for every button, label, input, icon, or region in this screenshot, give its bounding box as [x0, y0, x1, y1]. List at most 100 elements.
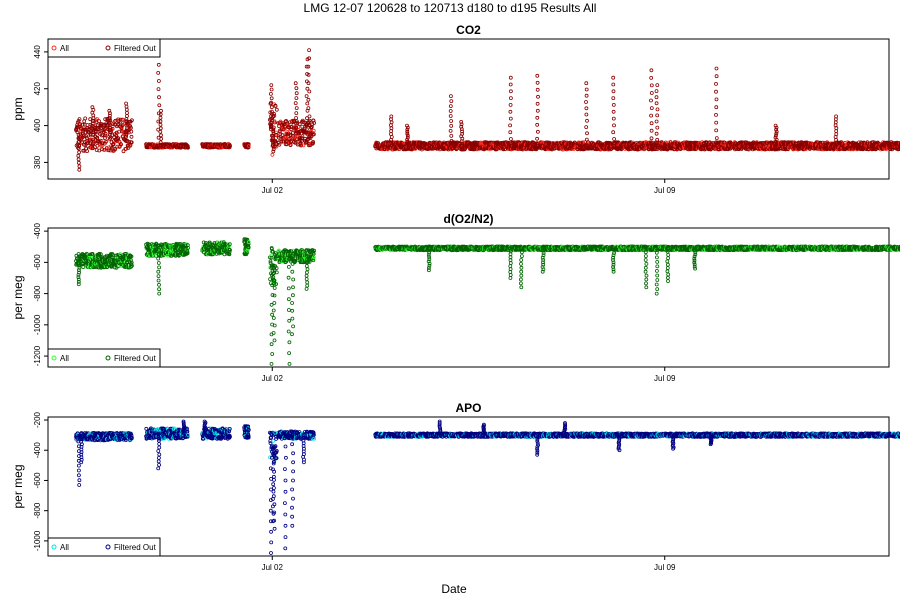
- point-filtered: [536, 74, 539, 77]
- point-filtered: [585, 101, 588, 104]
- point-filtered: [287, 265, 290, 268]
- point-filtered: [270, 106, 273, 109]
- point-filtered: [271, 313, 274, 316]
- point-filtered: [306, 102, 309, 105]
- point-filtered: [273, 302, 276, 305]
- point-filtered: [288, 341, 291, 344]
- point-filtered: [291, 270, 294, 273]
- point-filtered: [612, 110, 615, 113]
- point-filtered: [295, 92, 298, 95]
- point-filtered: [715, 137, 718, 140]
- point-filtered: [288, 352, 291, 355]
- point-filtered: [288, 362, 291, 365]
- point-filtered: [612, 97, 615, 100]
- point-filtered: [536, 102, 539, 105]
- x-tick-label: Jul 09: [654, 186, 676, 195]
- point-filtered: [159, 123, 162, 126]
- point-filtered: [612, 131, 615, 134]
- point-filtered: [308, 90, 311, 93]
- point-filtered: [715, 121, 718, 124]
- point-filtered: [655, 120, 658, 123]
- point-filtered: [650, 92, 653, 95]
- point-filtered: [509, 83, 512, 86]
- point-filtered: [159, 130, 162, 133]
- point-filtered: [273, 294, 276, 297]
- point-filtered: [835, 133, 838, 136]
- point-filtered: [715, 90, 718, 93]
- panel-title: d(O2/N2): [443, 212, 493, 226]
- point-filtered: [305, 287, 308, 290]
- point-filtered: [536, 123, 539, 126]
- y-tick-label: -1200: [33, 345, 42, 366]
- point-filtered: [612, 103, 615, 106]
- point-filtered: [291, 309, 294, 312]
- point-filtered: [450, 124, 453, 127]
- y-tick-label: -400: [33, 223, 42, 240]
- point-filtered: [288, 319, 291, 322]
- point-filtered: [157, 262, 160, 265]
- point-filtered: [612, 90, 615, 93]
- point-filtered: [308, 115, 311, 118]
- point-filtered: [295, 117, 298, 120]
- point-filtered: [586, 132, 589, 135]
- point-filtered: [536, 88, 539, 91]
- plot-frame: [48, 39, 889, 179]
- point-filtered: [656, 84, 659, 87]
- point-filtered: [509, 76, 512, 79]
- point-filtered: [125, 108, 128, 111]
- point-filtered: [585, 107, 588, 110]
- point-filtered: [715, 67, 718, 70]
- point-filtered: [292, 286, 295, 289]
- point-filtered: [613, 138, 616, 141]
- point-filtered: [612, 83, 615, 86]
- point-filtered: [159, 116, 162, 119]
- point-filtered: [650, 129, 653, 132]
- point-filtered: [612, 117, 615, 120]
- point-all: [271, 153, 274, 156]
- point-filtered: [650, 137, 653, 140]
- point-filtered: [509, 110, 512, 113]
- point-filtered: [585, 113, 588, 116]
- point-filtered: [656, 114, 659, 117]
- point-filtered: [715, 113, 718, 116]
- point-filtered: [287, 298, 290, 301]
- point-filtered: [449, 105, 452, 108]
- point-filtered: [585, 82, 588, 85]
- point-filtered: [650, 99, 653, 102]
- point-filtered: [159, 127, 162, 130]
- point-filtered: [160, 109, 163, 112]
- point-filtered: [125, 118, 128, 121]
- y-tick-label: 400: [33, 118, 42, 132]
- panel-title: CO2: [456, 23, 481, 37]
- point-filtered: [269, 92, 272, 95]
- point-filtered: [306, 268, 309, 271]
- point-filtered: [271, 353, 274, 356]
- point-filtered: [295, 87, 298, 90]
- point-filtered: [715, 129, 718, 132]
- point-filtered: [157, 63, 160, 66]
- point-filtered: [612, 76, 615, 79]
- point-filtered: [126, 115, 129, 118]
- point-filtered: [84, 117, 87, 120]
- point-filtered: [715, 98, 718, 101]
- y-tick-label: 440: [33, 45, 42, 59]
- legend-label: All: [60, 44, 69, 53]
- point-filtered: [77, 154, 80, 157]
- point-filtered: [77, 158, 80, 161]
- point-filtered: [390, 133, 393, 136]
- y-tick-label: -600: [33, 254, 42, 271]
- y-tick-label: -1000: [33, 314, 42, 335]
- panel-1: d(O2/N2)per meg-400-600-800-1000-1200Jul…: [11, 212, 900, 383]
- point-filtered: [157, 88, 160, 91]
- point-filtered: [308, 49, 311, 52]
- point-filtered: [536, 130, 539, 133]
- point-filtered: [650, 114, 653, 117]
- point-filtered: [450, 120, 453, 123]
- point-filtered: [273, 339, 276, 342]
- x-tick-label: Jul 02: [262, 374, 284, 383]
- figure-title: LMG 12-07 120628 to 120713 d180 to d195 …: [304, 1, 597, 15]
- point-filtered: [157, 257, 160, 260]
- point-filtered: [650, 69, 653, 72]
- point-filtered: [613, 124, 616, 127]
